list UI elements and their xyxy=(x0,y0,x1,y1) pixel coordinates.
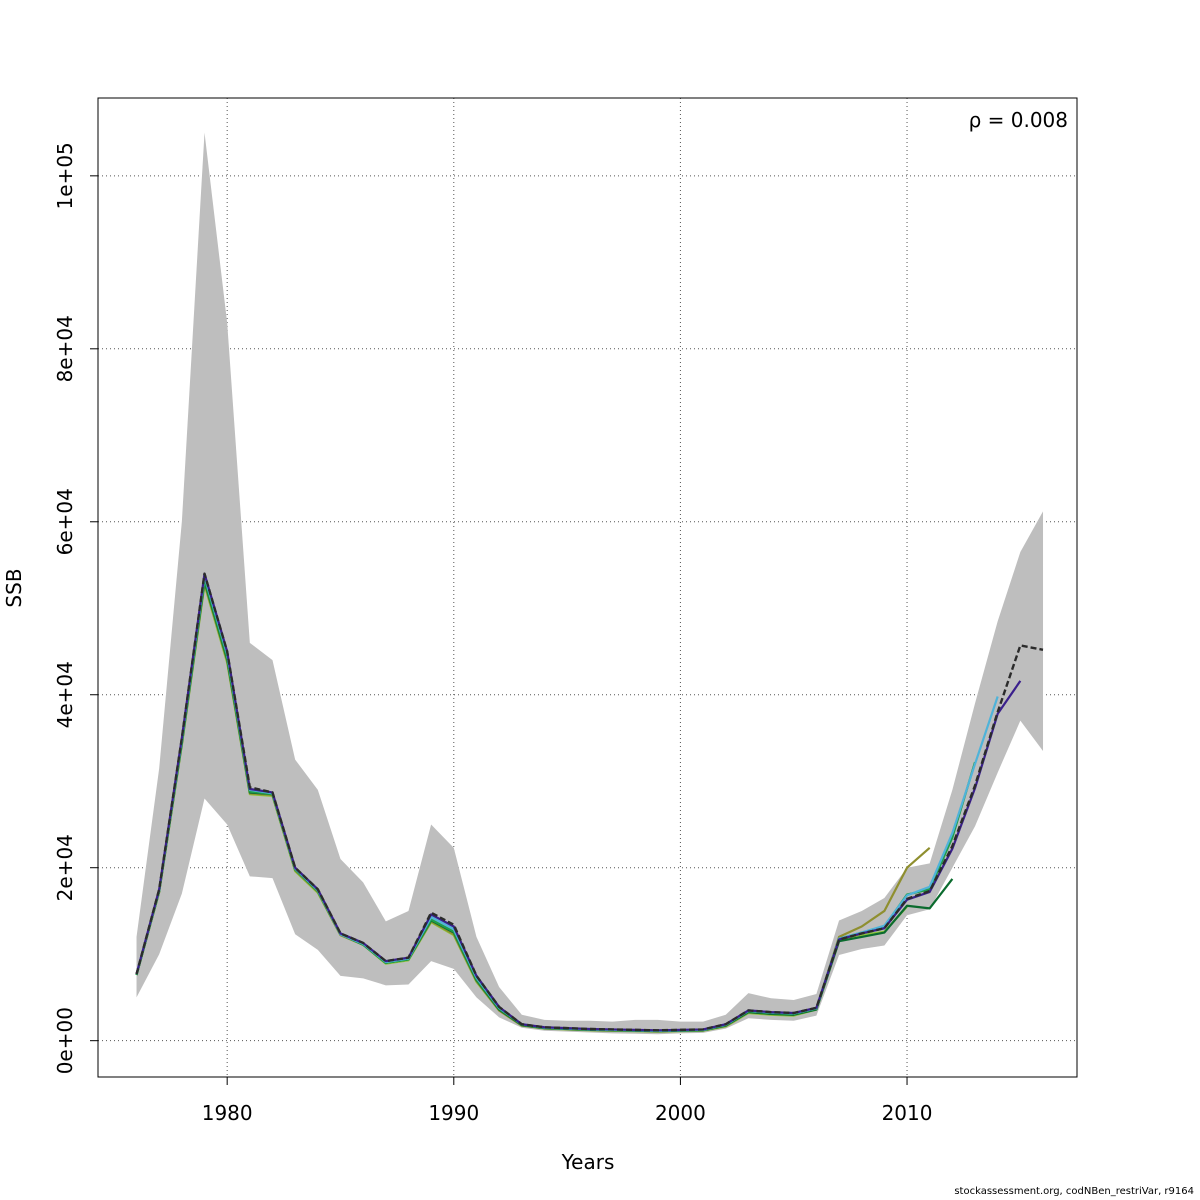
y-tick-label: 2e+04 xyxy=(53,834,77,901)
y-tick-label: 0e+00 xyxy=(53,1007,77,1074)
y-tick-label: 4e+04 xyxy=(53,661,77,728)
x-tick-label: 2010 xyxy=(882,1101,933,1125)
y-tick-label: 1e+05 xyxy=(53,142,77,209)
y-axis: 0e+00 2e+04 4e+04 6e+04 8e+04 1e+05 xyxy=(53,142,98,1074)
rho-annotation: ρ = 0.008 xyxy=(969,108,1068,132)
y-tick-label: 6e+04 xyxy=(53,488,77,555)
x-axis: 1980 1990 2000 2010 xyxy=(202,1076,933,1125)
x-axis-label: Years xyxy=(561,1150,615,1174)
x-tick-label: 2000 xyxy=(655,1101,706,1125)
series-line xyxy=(135,572,1044,1032)
y-axis-label: SSB xyxy=(2,568,26,607)
series-lines-layer xyxy=(135,572,1044,1033)
x-tick-label: 1980 xyxy=(202,1101,253,1125)
x-tick-label: 1990 xyxy=(428,1101,479,1125)
source-footer: stockassessment.org, codNBen_restriVar, … xyxy=(954,1186,1194,1197)
y-tick-label: 8e+04 xyxy=(53,315,77,382)
